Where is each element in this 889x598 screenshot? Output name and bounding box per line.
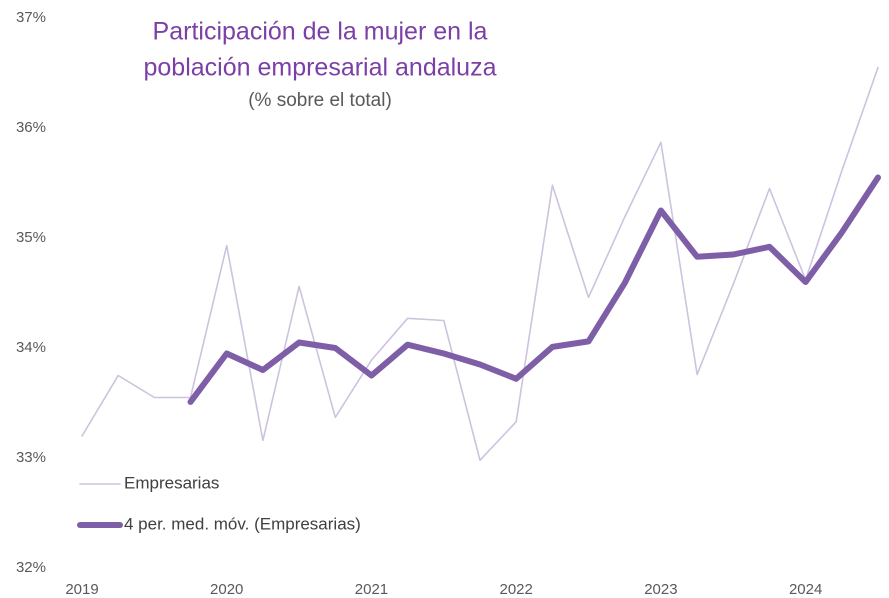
series-line [81, 66, 879, 461]
x-tick-label: 2021 [355, 581, 388, 598]
chart-title: Participación de la mujer en la [153, 18, 488, 46]
y-tick-label: 36% [16, 119, 46, 136]
y-tick-label: 32% [16, 559, 46, 576]
y-tick-label: 35% [16, 229, 46, 246]
x-tick-label: 2023 [644, 581, 677, 598]
y-tick-label: 34% [16, 339, 46, 356]
series-line [187, 174, 881, 405]
x-tick-label: 2020 [210, 581, 243, 598]
legend-label: Empresarias [124, 473, 219, 492]
y-tick-label: 33% [16, 449, 46, 466]
chart-subtitle: (% sobre el total) [248, 90, 392, 111]
chart-title: población empresarial andaluza [143, 54, 496, 82]
legend-label: 4 per. med. móv. (Empresarias) [124, 514, 361, 533]
y-tick-label: 37% [16, 9, 46, 26]
x-tick-label: 2022 [499, 581, 532, 598]
x-tick-label: 2024 [789, 581, 822, 598]
x-tick-label: 2019 [65, 581, 98, 598]
